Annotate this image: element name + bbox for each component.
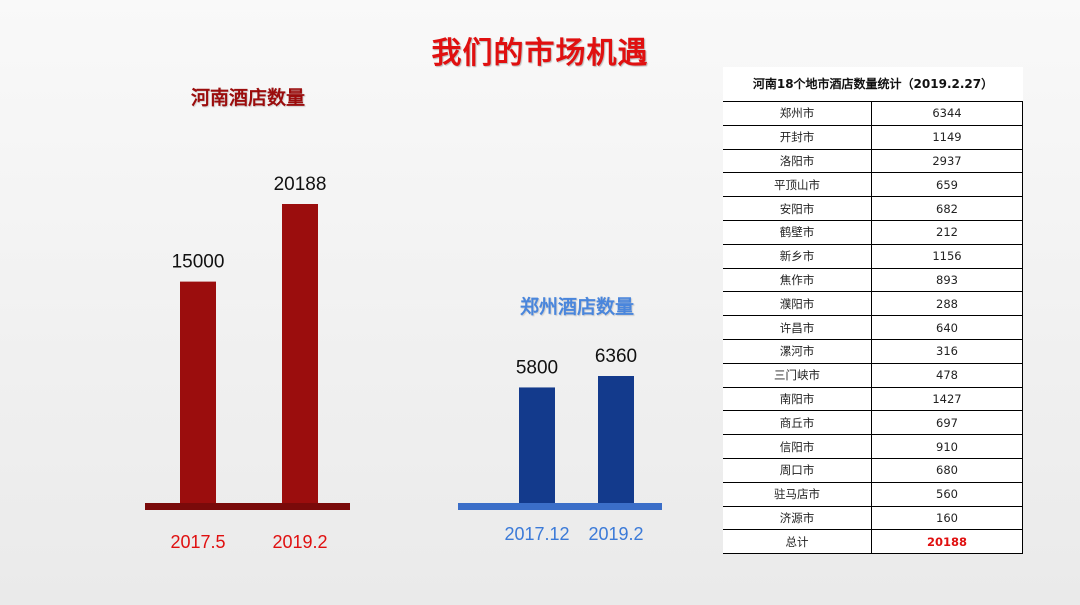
value-cell: 6344 — [871, 102, 1023, 126]
value-cell: 20188 — [871, 529, 1023, 555]
table-row: 周口市 680 — [723, 458, 1023, 483]
city-cell: 济源市 — [723, 506, 872, 531]
city-cell: 许昌市 — [723, 315, 872, 340]
city-cell: 鹤壁市 — [723, 220, 872, 245]
slide-title: 我们的市场机遇 — [431, 36, 649, 71]
table-row: 郑州市 6344 — [723, 102, 1023, 126]
value-cell: 1149 — [871, 125, 1023, 150]
table-row: 新乡市 1156 — [723, 244, 1023, 269]
table-row: 濮阳市 288 — [723, 291, 1023, 317]
city-cell: 新乡市 — [723, 244, 872, 269]
table-row: 焦作市 893 — [723, 268, 1023, 293]
value-cell: 680 — [871, 458, 1023, 483]
city-cell: 郑州市 — [723, 102, 872, 126]
value-cell: 910 — [871, 434, 1023, 459]
henan-value-label: 20188 — [274, 174, 327, 195]
value-cell: 478 — [871, 363, 1023, 388]
table-row: 三门峡市 478 — [723, 363, 1023, 388]
value-cell: 2937 — [871, 149, 1023, 174]
value-cell: 1427 — [871, 387, 1023, 412]
bar-charts: 15000 2017.5 20188 2019.2 5800 2017.12 6360 201… — [145, 174, 662, 552]
city-hotel-table: 河南18个地市酒店数量统计（2019.2.27） 郑州市 6344 开封市 1149 洛… — [723, 67, 1023, 555]
city-cell: 焦作市 — [723, 268, 872, 293]
henan-category-label: 2019.2 — [272, 532, 327, 552]
zhengzhou-category-label: 2017.12 — [504, 524, 569, 544]
zhengzhou-chart-title: 郑州酒店数量 — [519, 296, 634, 318]
value-cell: 316 — [871, 339, 1023, 364]
table-row: 鹤壁市 212 — [723, 220, 1023, 245]
henan-bar — [282, 204, 318, 506]
zhengzhou-bar — [519, 387, 555, 506]
value-cell: 893 — [871, 268, 1023, 293]
value-cell: 682 — [871, 196, 1023, 221]
value-cell: 288 — [871, 291, 1023, 317]
city-cell: 开封市 — [723, 125, 872, 150]
city-cell: 商丘市 — [723, 410, 872, 436]
table-row: 济源市 160 — [723, 506, 1023, 531]
value-cell: 640 — [871, 315, 1023, 340]
table-row: 平顶山市 659 — [723, 172, 1023, 198]
city-cell: 南阳市 — [723, 387, 872, 412]
value-cell: 160 — [871, 506, 1023, 531]
zhengzhou-value-label: 6360 — [595, 346, 637, 367]
table-row: 漯河市 316 — [723, 339, 1023, 364]
zhengzhou-bar — [598, 376, 634, 506]
city-cell: 总计 — [723, 529, 872, 555]
city-cell: 周口市 — [723, 458, 872, 483]
value-cell: 659 — [871, 172, 1023, 198]
table-row: 许昌市 640 — [723, 315, 1023, 340]
henan-axis-baseline — [145, 503, 350, 510]
henan-category-label: 2017.5 — [170, 532, 225, 552]
henan-chart-title: 河南酒店数量 — [190, 87, 305, 109]
table-row: 南阳市 1427 — [723, 387, 1023, 412]
table-row: 开封市 1149 — [723, 125, 1023, 150]
city-cell: 信阳市 — [723, 434, 872, 459]
table-total-row: 总计 20188 — [723, 529, 1023, 555]
table-row: 驻马店市 560 — [723, 482, 1023, 507]
zhengzhou-value-label: 5800 — [516, 357, 558, 378]
city-cell: 洛阳市 — [723, 149, 872, 174]
table-row: 洛阳市 2937 — [723, 149, 1023, 174]
table-row: 安阳市 682 — [723, 196, 1023, 221]
henan-value-label: 15000 — [172, 252, 225, 273]
data-table: 郑州市 6344 开封市 1149 洛阳市 2937 平顶山市 659 安阳市 682 鹤壁市 212… — [723, 102, 1023, 555]
city-cell: 平顶山市 — [723, 172, 872, 198]
value-cell: 560 — [871, 482, 1023, 507]
table-title: 河南18个地市酒店数量统计（2019.2.27） — [723, 67, 1023, 102]
henan-bar — [180, 281, 216, 506]
city-cell: 三门峡市 — [723, 363, 872, 388]
city-cell: 安阳市 — [723, 196, 872, 221]
table-row: 信阳市 910 — [723, 434, 1023, 459]
zhengzhou-category-label: 2019.2 — [588, 524, 643, 544]
city-cell: 漯河市 — [723, 339, 872, 364]
city-cell: 驻马店市 — [723, 482, 872, 507]
value-cell: 212 — [871, 220, 1023, 245]
table-row: 商丘市 697 — [723, 410, 1023, 436]
city-cell: 濮阳市 — [723, 291, 872, 317]
value-cell: 1156 — [871, 244, 1023, 269]
value-cell: 697 — [871, 410, 1023, 436]
zhengzhou-axis-baseline — [458, 503, 662, 510]
